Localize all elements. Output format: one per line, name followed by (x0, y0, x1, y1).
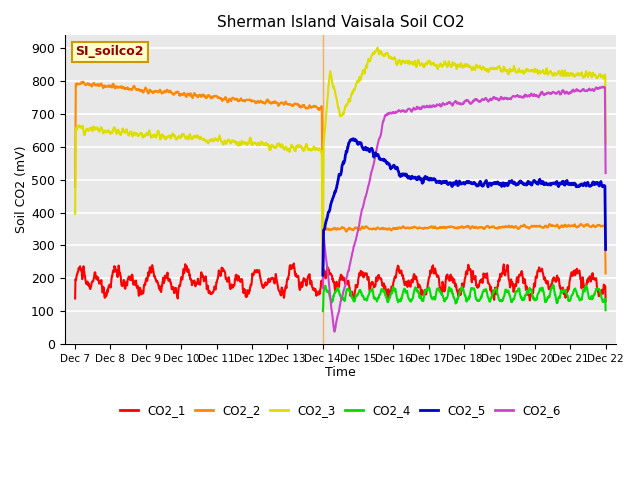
CO2_1 (297, 285, 305, 291)
CO2_6 (602, 170, 609, 176)
CO2_3 (71, 211, 79, 217)
X-axis label: Time: Time (325, 366, 356, 379)
CO2_3 (307, 148, 315, 154)
Line: CO2_4: CO2_4 (323, 285, 605, 311)
CO2_2 (308, 105, 316, 111)
Y-axis label: Soil CO2 (mV): Soil CO2 (mV) (15, 146, 28, 233)
Line: CO2_5: CO2_5 (323, 139, 605, 275)
CO2_5 (373, 153, 381, 158)
CO2_2 (297, 105, 305, 110)
CO2_2 (71, 184, 79, 190)
CO2_3 (319, 245, 326, 251)
CO2_4 (602, 307, 609, 313)
CO2_1 (308, 278, 316, 284)
CO2_2 (317, 104, 325, 110)
CO2_1 (134, 283, 141, 288)
CO2_2 (113, 84, 120, 89)
Legend: CO2_1, CO2_2, CO2_3, CO2_4, CO2_5, CO2_6: CO2_1, CO2_2, CO2_3, CO2_4, CO2_5, CO2_6 (116, 399, 565, 421)
CO2_2 (79, 79, 87, 84)
CO2_3 (113, 130, 120, 135)
CO2_4 (373, 299, 381, 304)
CO2_3 (602, 140, 609, 146)
CO2_2 (602, 271, 609, 276)
CO2_3 (296, 143, 304, 149)
CO2_1 (317, 278, 325, 284)
Title: Sherman Island Vaisala Soil CO2: Sherman Island Vaisala Soil CO2 (216, 15, 464, 30)
CO2_1 (602, 299, 609, 304)
CO2_2 (134, 87, 142, 93)
Line: CO2_6: CO2_6 (323, 87, 605, 332)
CO2_5 (602, 247, 609, 252)
Line: CO2_3: CO2_3 (75, 48, 605, 248)
CO2_3 (317, 148, 324, 154)
CO2_1 (374, 278, 381, 284)
CO2_3 (134, 133, 141, 139)
Line: CO2_2: CO2_2 (75, 82, 605, 276)
CO2_2 (319, 273, 326, 278)
CO2_1 (71, 296, 79, 301)
CO2_1 (290, 261, 298, 266)
CO2_3 (374, 45, 381, 50)
CO2_6 (373, 145, 381, 151)
Text: SI_soilco2: SI_soilco2 (76, 46, 144, 59)
CO2_2 (374, 225, 381, 230)
CO2_3 (374, 45, 381, 51)
CO2_1 (113, 267, 120, 273)
Line: CO2_1: CO2_1 (75, 264, 605, 301)
